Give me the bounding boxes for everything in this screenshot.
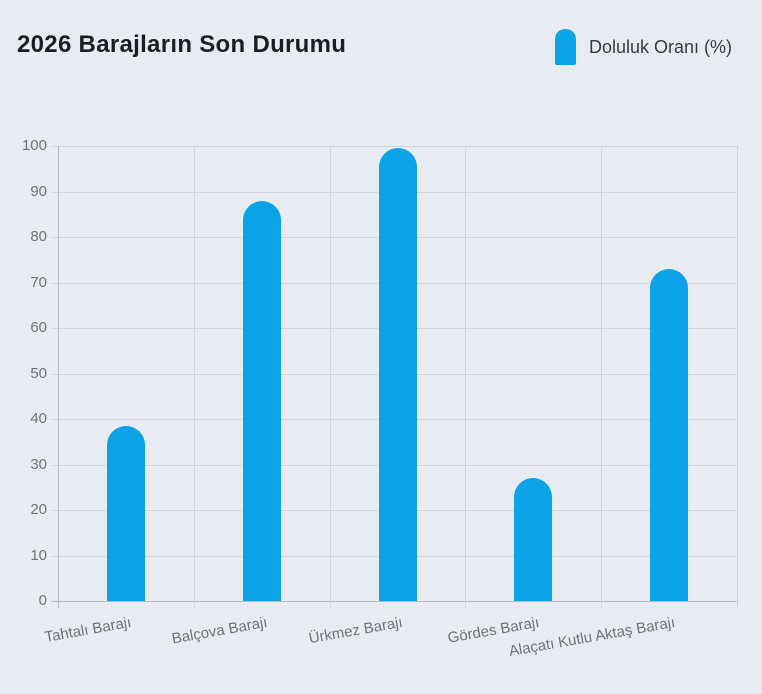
y-axis-tick-label: 10 [30,546,47,564]
gridline-horizontal [51,146,737,147]
legend-label: Doluluk Oranı (%) [589,36,733,57]
y-axis-tick-label: 70 [30,273,47,291]
y-axis-tick-label: 90 [30,182,47,200]
legend-swatch-icon [555,29,576,65]
y-axis-tick-label: 80 [30,228,47,245]
gridline-vertical [737,146,738,608]
x-axis-category-label: Balçova Barajı [170,614,269,648]
chart-bar [378,148,417,601]
x-axis-category-label: Ürkmez Barajı [307,614,405,648]
chart-bar [650,268,689,601]
y-axis-tick-label: 60 [30,319,47,336]
gridline-vertical [465,146,467,608]
chart-title: 2026 Barajların Son Durumu [17,31,347,58]
x-axis-category-label: Tahtalı Barajı [43,614,133,646]
gridline-vertical [193,146,195,608]
gridline-horizontal [51,601,737,602]
y-axis-tick-label: 40 [30,410,47,427]
chart-bar [106,425,145,601]
chart-bar [242,200,281,601]
legend-item[interactable]: Doluluk Oranı (%) [555,29,732,65]
gridline-vertical [329,146,331,608]
y-axis-tick-label: 50 [30,364,47,382]
y-axis-tick-label: 100 [21,137,47,154]
y-axis-line [58,146,59,608]
y-axis-tick-label: 20 [30,501,47,518]
chart-bar [514,478,553,601]
y-axis-tick-label: 30 [30,455,47,473]
gridline-vertical [601,146,603,608]
y-axis-tick-label: 0 [38,592,47,609]
